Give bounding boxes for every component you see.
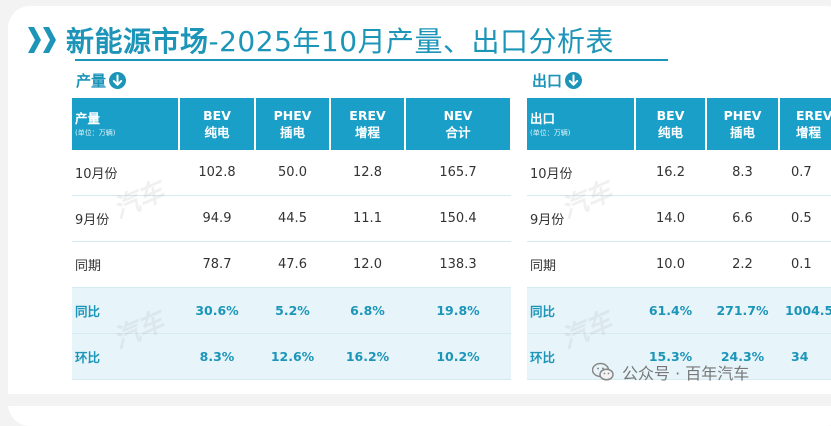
table-cell: 61.4%: [635, 287, 706, 334]
table-cell: 8.3: [706, 150, 779, 196]
export-corner-header: 出口 (单位：万辆): [527, 98, 636, 150]
table-cell: 0.5: [779, 195, 831, 242]
table-row: 同期 78.7 47.6 12.0 138.3: [72, 241, 511, 288]
table-cell: 50.0: [255, 150, 330, 196]
page-title: 新能源市场-2025年10月产量、出口分析表: [66, 25, 615, 58]
col-header-nev: NEV 合计: [405, 98, 512, 150]
col-header-bev: BEV 纯电: [635, 98, 707, 150]
table-cell: 78.7: [179, 241, 255, 288]
wechat-account-name: 公众号 · 百年汽车: [622, 364, 750, 383]
table-cell: 16.2%: [330, 333, 405, 380]
table-cell: 30.6%: [179, 287, 255, 334]
production-corner-header: 产量 (单位：万辆): [72, 98, 180, 150]
table-cell: 150.4: [405, 195, 511, 242]
table-row: 9月份 14.0 6.6 0.5: [527, 195, 831, 242]
table-row: 10月份 102.8 50.0 12.8 165.7: [72, 150, 511, 196]
table-row-yoy: 同比 30.6% 5.2% 6.8% 19.8%: [72, 287, 511, 334]
table-cell: 12.8: [330, 150, 405, 196]
row-label: 同期: [72, 241, 179, 288]
table-cell: 10.0: [635, 241, 706, 288]
table-cell: 138.3: [405, 241, 511, 288]
table-cell: 12.6%: [255, 333, 330, 380]
row-label: 同比: [527, 287, 635, 334]
table-cell: 19.8%: [405, 287, 511, 334]
title-bar: 新能源市场-2025年10月产量、出口分析表: [28, 20, 614, 60]
row-label: 10月份: [527, 150, 635, 196]
wechat-icon: [592, 362, 614, 381]
table-cell: 165.7: [405, 150, 511, 196]
col-header-erev: EREV 增程: [779, 98, 831, 150]
table-cell: 44.5: [255, 195, 330, 242]
table-cell: 1004.5: [779, 287, 831, 334]
table-row-mom: 环比 8.3% 12.6% 16.2% 10.2%: [72, 333, 511, 380]
export-table: 出口 (单位：万辆) BEV 纯电 PHEV 插电 EREV 增程 10月份 16.2 …: [527, 98, 831, 380]
row-label: 9月份: [72, 195, 179, 242]
row-label: 同期: [527, 241, 635, 288]
table-cell: 94.9: [179, 195, 255, 242]
table-row-mom: 环比 15.3% 24.3% 34: [527, 333, 831, 380]
table-row-yoy: 同比 61.4% 271.7% 1004.5: [527, 287, 831, 334]
production-table: 产量 (单位：万辆) BEV 纯电 PHEV 插电 EREV 增程 NEV 合计 10月份…: [72, 98, 512, 380]
table-cell: 8.3%: [179, 333, 255, 380]
export-section-label: 出口: [532, 70, 583, 91]
production-section-label: 产量: [76, 70, 127, 91]
table-cell: 6.8%: [330, 287, 405, 334]
table-cell: 102.8: [179, 150, 255, 196]
col-header-phev: PHEV 插电: [255, 98, 331, 150]
table-row: 同期 10.0 2.2 0.1: [527, 241, 831, 288]
table-cell: 14.0: [635, 195, 706, 242]
double-chevron-icon: [28, 27, 58, 53]
wechat-account-badge: 公众号 · 百年汽车: [592, 360, 749, 384]
title-underline: [75, 59, 668, 61]
table-cell: 12.0: [330, 241, 405, 288]
arrow-down-circle-icon: [565, 72, 583, 89]
table-cell: 47.6: [255, 241, 330, 288]
table-cell: 271.7%: [706, 287, 779, 334]
bottom-band: [0, 394, 831, 406]
table-cell: 0.7: [779, 150, 831, 196]
arrow-down-circle-icon: [109, 72, 127, 89]
table-row: 10月份 16.2 8.3 0.7: [527, 150, 831, 196]
table-cell: 0.1: [779, 241, 831, 288]
row-label: 10月份: [72, 150, 179, 196]
col-header-bev: BEV 纯电: [179, 98, 256, 150]
table-cell: 16.2: [635, 150, 706, 196]
table-row: 9月份 94.9 44.5 11.1 150.4: [72, 195, 511, 242]
table-cell: 11.1: [330, 195, 405, 242]
col-header-erev: EREV 增程: [330, 98, 406, 150]
table-cell: 5.2%: [255, 287, 330, 334]
row-label: 9月份: [527, 195, 635, 242]
col-header-phev: PHEV 插电: [706, 98, 780, 150]
table-cell: 34: [779, 333, 831, 380]
table-cell: 2.2: [706, 241, 779, 288]
row-label: 环比: [527, 333, 635, 380]
table-cell: 10.2%: [405, 333, 511, 380]
row-label: 环比: [72, 333, 179, 380]
export-header-row: 出口 (单位：万辆) BEV 纯电 PHEV 插电 EREV 增程: [527, 98, 831, 150]
row-label: 同比: [72, 287, 179, 334]
table-cell: 6.6: [706, 195, 779, 242]
table-cell: 24.3%: [706, 333, 779, 380]
production-header-row: 产量 (单位：万辆) BEV 纯电 PHEV 插电 EREV 增程 NEV 合计: [72, 98, 512, 150]
table-cell: 15.3%: [635, 333, 706, 380]
